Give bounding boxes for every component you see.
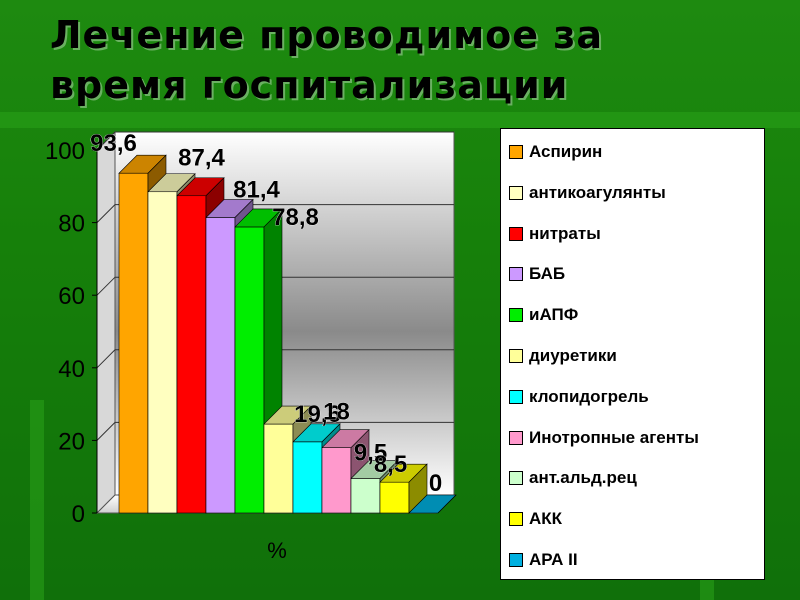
data-label: 93,6: [90, 130, 137, 157]
legend-item: диуретики: [509, 345, 617, 367]
data-label: 87,4: [178, 145, 225, 172]
bar-front: [263, 423, 294, 514]
chart-bars: [118, 154, 457, 514]
legend-label: ант.альд.рец: [529, 468, 637, 488]
y-tick-label: 0: [72, 501, 85, 528]
data-label: 78,8: [272, 204, 319, 231]
legend-label: иАПФ: [529, 305, 579, 325]
legend-swatch: [509, 226, 523, 241]
legend-item: АКК: [509, 508, 562, 530]
legend-label: нитраты: [529, 223, 601, 243]
legend-label: АКК: [529, 509, 563, 529]
chart-side-wall: [96, 130, 116, 515]
legend-swatch: [509, 471, 523, 486]
x-axis-label: %: [267, 538, 287, 563]
bar-front: [118, 172, 149, 514]
background-stripe-top: [0, 112, 800, 128]
gridline: [96, 349, 454, 369]
y-tick-label: 40: [58, 356, 85, 383]
y-tick-label: 100: [45, 138, 85, 165]
bar-front: [379, 481, 410, 514]
legend-item: Аспирин: [509, 141, 602, 163]
slide-title-line-2: время госпитализации: [50, 63, 569, 107]
bar-front: [292, 441, 323, 514]
gridline: [96, 204, 454, 223]
legend-swatch: [509, 512, 523, 527]
legend-swatch: [509, 308, 523, 323]
y-axis: 0 20 40 60 80 100: [45, 138, 98, 528]
chart-legend: Аспирин антикоагулянты нитраты БАБ иАПФ диуре…: [500, 128, 765, 580]
chart-gridlines: [96, 131, 454, 441]
legend-item: АРА II: [509, 549, 578, 571]
gridline: [96, 131, 454, 151]
legend-swatch: [509, 430, 523, 445]
legend-item: иАПФ: [509, 304, 578, 326]
bar: [379, 463, 428, 514]
legend-swatch: [509, 145, 523, 159]
data-label: 18: [323, 399, 350, 426]
legend-label: клопидогрель: [529, 386, 649, 406]
legend-item: Инотропные агенты: [509, 427, 699, 449]
legend-item: нитраты: [509, 223, 601, 245]
legend-label: Аспирин: [529, 142, 603, 161]
legend-item: ант.альд.рец: [509, 467, 637, 489]
data-label: 8,5: [374, 451, 407, 478]
legend-swatch: [509, 389, 523, 404]
legend-item: клопидогрель: [509, 386, 649, 408]
y-tick-label: 20: [58, 428, 85, 455]
legend-swatch: [509, 349, 523, 363]
y-tick-label: 60: [58, 283, 85, 310]
gridline: [96, 276, 454, 296]
data-label: 9,5: [354, 440, 387, 467]
legend-label: антикоагулянты: [529, 182, 666, 202]
data-label: 0: [429, 470, 442, 497]
bar-side: [437, 494, 457, 514]
background-stripe-left: [30, 400, 44, 600]
bar-front: [147, 191, 178, 514]
slide-title-line-1: Лечение проводимое за: [50, 13, 603, 57]
slide-title: Лечение проводимое за время госпитализац…: [50, 10, 770, 110]
legend-label: БАБ: [529, 264, 566, 284]
bar: [408, 494, 457, 514]
legend-item: БАБ: [509, 263, 565, 285]
bar-front: [350, 478, 381, 514]
legend-item: антикоагулянты: [509, 182, 666, 204]
bar-front: [321, 447, 352, 514]
legend-label: диуретики: [529, 346, 617, 365]
legend-swatch: [509, 185, 523, 200]
bar-front: [205, 217, 236, 514]
legend-swatch: [509, 553, 523, 567]
data-label: 81,4: [233, 177, 280, 204]
legend-label: АРА II: [529, 550, 578, 569]
bar-front: [234, 226, 265, 514]
y-tick-label: 80: [58, 211, 85, 238]
gridline: [96, 421, 454, 441]
legend-swatch: [509, 267, 523, 282]
bar-front: [176, 195, 207, 514]
legend-label: Инотропные агенты: [529, 427, 699, 447]
data-label: 19,6: [294, 401, 341, 428]
